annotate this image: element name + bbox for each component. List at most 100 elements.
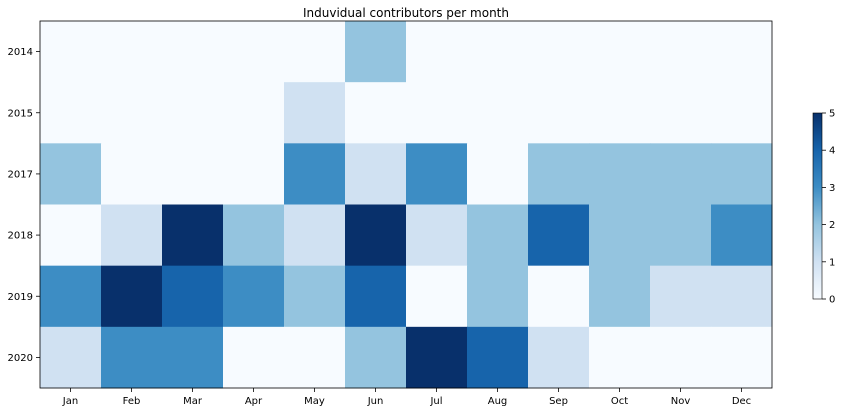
heatmap-cell [284,82,346,144]
heatmap-cell [284,21,346,83]
heatmap-cell [345,21,407,83]
x-tick-label: Aug [488,396,508,407]
heatmap-cell [406,143,468,205]
x-axis-ticks: Jan Feb Mar Apr May Jun Jul Aug Sep Oct Nov Dec [62,388,751,407]
heatmap-cell [345,265,407,328]
heatmap-cell [650,326,712,389]
heatmap-cell [406,21,468,83]
heatmap-cell [40,326,102,389]
heatmap-cell [406,204,468,267]
heatmap-cell [223,21,285,83]
heatmap-cell [467,21,529,83]
colorbar-tick-label: 1 [829,257,835,268]
heatmap-cell [650,21,712,83]
heatmap-cell [650,265,712,328]
heatmap-cell [40,21,102,83]
heatmap-cell [40,143,102,205]
heatmap-cell [345,326,407,389]
heatmap-cell [406,265,468,328]
heatmap-cell [40,204,102,267]
heatmap-cell [467,204,529,267]
heatmap-cell [528,82,590,144]
y-tick-label: 2017 [8,169,33,180]
heatmap-cell [650,143,712,205]
heatmap-cell [650,204,712,267]
heatmap-cell [223,143,285,205]
heatmap-cell [101,82,163,144]
x-tick-label: May [304,396,325,407]
heatmap-cell [528,143,590,205]
x-tick-label: Feb [123,396,141,407]
heatmap-cell [162,21,224,83]
heatmap-cell [589,82,651,144]
x-tick-label: Nov [671,396,691,407]
heatmap-cell [589,204,651,267]
heatmap-cell [40,265,102,328]
heatmap-cell [711,204,773,267]
heatmap-cell [467,326,529,389]
heatmap-cell [284,326,346,389]
heatmap-cell [345,82,407,144]
heatmap-cell [528,204,590,267]
colorbar-tick-label: 0 [829,295,835,306]
colorbar [812,112,823,300]
x-tick-label: Jan [62,396,78,407]
heatmap-cell [711,326,773,389]
heatmap-cell [223,82,285,144]
heatmap-cell [162,265,224,328]
heatmap-cell [223,326,285,389]
heatmap-cell [711,82,773,144]
heatmap-cell [528,265,590,328]
heatmap-cell [528,326,590,389]
y-tick-label: 2019 [8,292,33,303]
colorbar-tick-label: 3 [829,183,835,194]
heatmap-cell [40,82,102,144]
heatmap-cell [589,326,651,389]
heatmap-cell [650,82,712,144]
heatmap-cell [101,204,163,267]
x-tick-label: Dec [732,396,751,407]
y-tick-label: 2018 [8,231,33,242]
heatmap-cell [528,21,590,83]
heatmap-cell [406,82,468,144]
y-axis-ticks: 2014 2015 2017 2018 2019 2020 [8,47,40,364]
heatmap-cell [467,82,529,144]
colorbar-tick-label: 2 [829,220,835,231]
heatmap-cell [223,204,285,267]
heatmap-cell [589,21,651,83]
heatmap-cell [284,265,346,328]
x-tick-label: Mar [183,396,203,407]
heatmap-cell [101,143,163,205]
heatmap-cells [40,21,773,389]
heatmap-cell [467,265,529,328]
heatmap-cell [589,265,651,328]
heatmap-cell [101,21,163,83]
y-tick-label: 2015 [8,108,33,119]
heatmap-cell [589,143,651,205]
heatmap-cell [284,143,346,205]
heatmap-cell [101,265,163,328]
heatmap-cell [711,21,773,83]
x-tick-label: Jun [367,396,384,407]
heatmap-cell [711,265,773,328]
colorbar-ticks: 0 1 2 3 4 5 [822,109,835,306]
heatmap-cell [711,143,773,205]
x-tick-label: Oct [611,396,628,407]
heatmap-cell [467,143,529,205]
chart-title: Induvidual contributors per month [303,6,509,20]
x-tick-label: Jul [429,396,442,407]
plot-frame [39,20,773,389]
heatmap-cell [345,143,407,205]
heatmap-cell [162,82,224,144]
colorbar-tick-label: 4 [829,146,835,157]
heatmap-cell [406,326,468,389]
heatmap-cell [345,204,407,267]
heatmap-cell [101,326,163,389]
colorbar-tick-label: 5 [829,109,835,120]
heatmap-cell [284,204,346,267]
x-tick-label: Apr [245,396,263,407]
y-tick-label: 2020 [8,353,33,364]
y-tick-label: 2014 [8,47,33,58]
heatmap-cell [162,143,224,205]
